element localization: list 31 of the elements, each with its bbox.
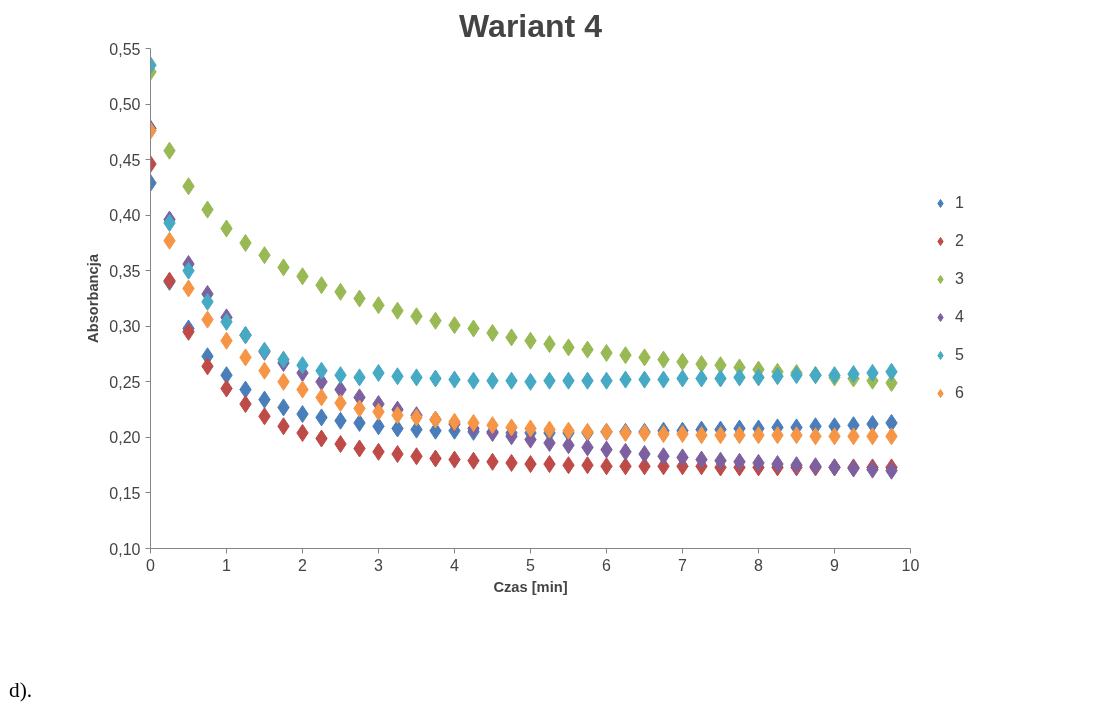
legend-label: 1 [955,194,965,212]
text: d). [9,677,33,704]
y-tick-label: 0,30 [109,318,141,336]
x-axis-title: Czas [min] [493,578,568,595]
legend-label: 3 [955,270,965,288]
legend-label: 5 [955,346,965,364]
x-tick-label: 8 [754,556,764,574]
y-tick-label: 0,20 [109,429,141,447]
y-tick-label: 0,10 [109,540,141,558]
x-tick-label: 7 [678,556,688,574]
y-tick-label: 0,40 [109,207,141,225]
y-axis-title: Absorbancja [85,253,102,343]
x-tick-label: 3 [374,556,384,574]
x-tick-label: 5 [526,556,536,574]
x-tick-label: 4 [450,556,460,574]
legend-label: 6 [955,384,965,402]
x-tick-label: 6 [602,556,612,574]
legend-label: 4 [955,308,965,326]
x-tick-label: 0 [146,556,156,574]
x-tick-label: 10 [901,556,920,574]
y-tick-label: 0,15 [109,484,141,502]
y-tick-label: 0,25 [109,373,141,391]
legend-label: 2 [955,232,965,250]
x-tick-label: 2 [298,556,308,574]
y-tick-label: 0,35 [109,262,141,280]
y-tick-label: 0,50 [109,96,141,114]
x-tick-label: 1 [222,556,232,574]
chart-title: Wariant 4 [459,7,603,44]
x-tick-label: 9 [830,556,840,574]
y-tick-label: 0,45 [109,151,141,169]
y-tick-label: 0,55 [109,40,141,58]
